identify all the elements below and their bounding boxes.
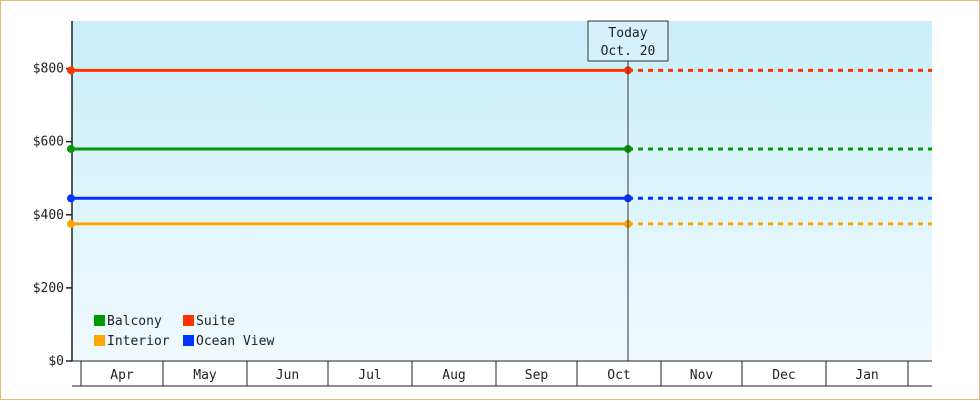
y-tick-label: $600 xyxy=(33,135,64,150)
legend-swatch xyxy=(183,315,194,326)
series-point-start xyxy=(67,194,75,203)
today-marker: Today Oct. 20 xyxy=(587,20,669,361)
series-point-start xyxy=(67,66,75,75)
month-label: Aug xyxy=(442,368,465,383)
y-tick-label: $200 xyxy=(33,281,64,296)
month-label: Jan xyxy=(855,368,878,383)
today-date: Oct. 20 xyxy=(601,44,656,59)
legend-label: Suite xyxy=(196,314,235,329)
series-point-start xyxy=(67,219,75,228)
legend-label: Ocean View xyxy=(196,334,274,349)
month-label: Dec xyxy=(772,368,795,383)
y-tick-label: $0 xyxy=(48,354,64,369)
month-label: Oct xyxy=(607,368,630,383)
month-label: Apr xyxy=(110,368,134,383)
legend-swatch xyxy=(94,315,105,326)
month-label: Jun xyxy=(276,368,299,383)
month-label: Nov xyxy=(690,368,714,383)
legend-label: Interior xyxy=(107,334,170,349)
series-point-start xyxy=(67,144,75,153)
legend: Balcony Suite Interior Ocean View xyxy=(94,314,274,349)
month-axis: Apr May Jun Jul Aug Sep Oct Nov Dec Jan xyxy=(72,360,932,387)
month-label: Sep xyxy=(525,368,549,383)
today-box xyxy=(587,20,669,62)
legend-label: Balcony xyxy=(107,314,162,329)
legend-swatch xyxy=(183,335,194,346)
today-label: Today xyxy=(608,26,647,41)
y-axis: $0 $200 $400 $600 $800 xyxy=(33,21,73,369)
y-tick-label: $800 xyxy=(33,62,64,77)
plot-area xyxy=(72,21,932,361)
y-tick-label: $400 xyxy=(33,208,64,223)
month-label: May xyxy=(193,368,217,383)
legend-swatch xyxy=(94,335,105,346)
month-label: Jul xyxy=(358,368,381,383)
